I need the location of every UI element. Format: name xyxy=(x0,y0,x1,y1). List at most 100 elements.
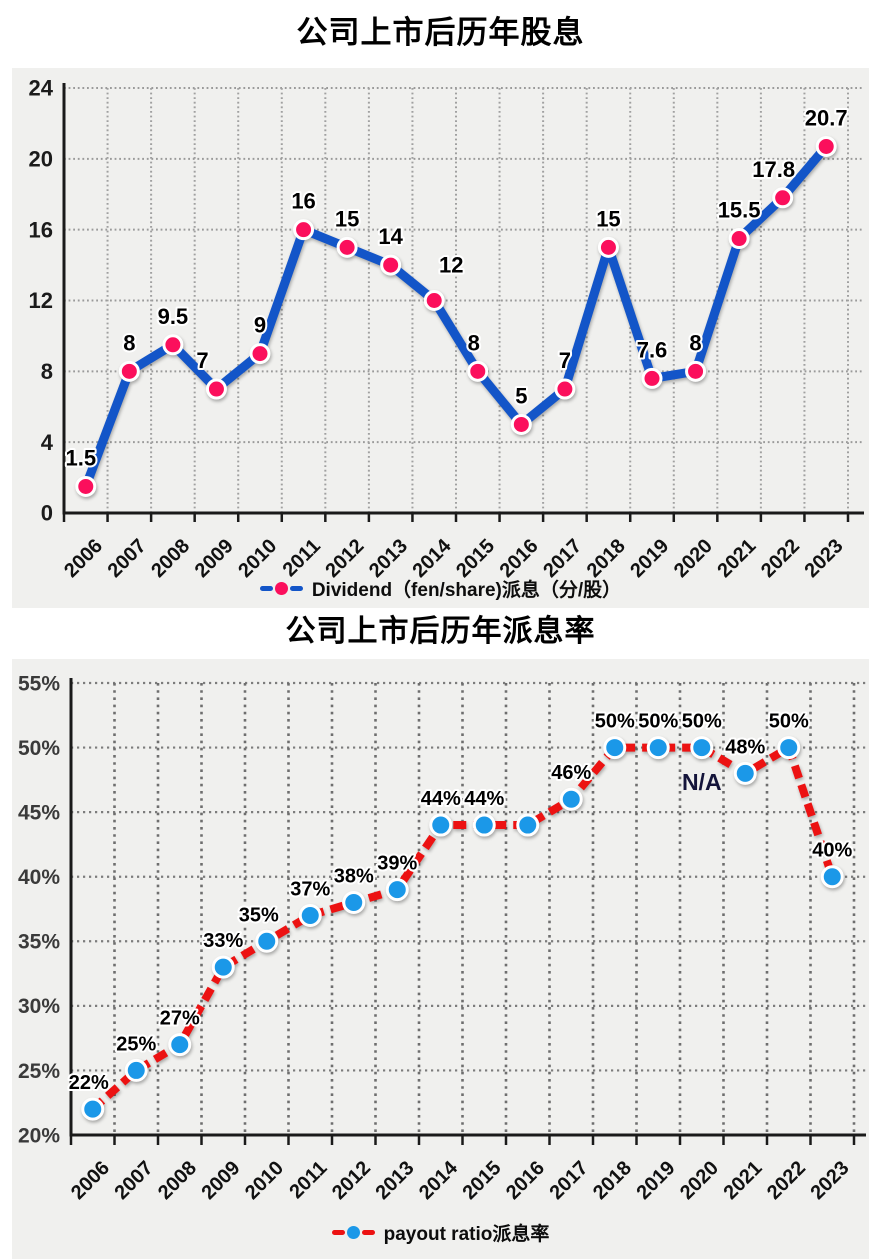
data-point xyxy=(423,290,445,311)
data-point xyxy=(820,865,844,889)
data-point xyxy=(385,878,409,902)
data-point xyxy=(380,254,402,276)
y-tick-label: 12 xyxy=(29,288,53,313)
data-label: 15.5 xyxy=(718,198,761,223)
data-label: 7 xyxy=(196,348,208,373)
data-label: 50% xyxy=(682,711,722,733)
annotation-na: N/A xyxy=(682,769,722,795)
dividend-legend: Dividend（fen/share)派息（分/股） xyxy=(12,575,869,602)
y-tick-label: 35% xyxy=(18,931,60,954)
data-label: 9 xyxy=(254,313,266,338)
x-tick-label: 2022 xyxy=(763,1157,810,1204)
data-label: 50% xyxy=(595,711,635,733)
data-point xyxy=(168,1033,192,1057)
y-tick-label: 55% xyxy=(18,672,60,695)
dividend-line-chart: 0481216202420062007200820092010201120122… xyxy=(29,76,864,582)
payout-legend-label: payout ratio派息率 xyxy=(383,1224,550,1245)
data-point xyxy=(124,1058,148,1082)
data-point xyxy=(516,813,540,837)
y-tick-label: 20% xyxy=(18,1124,60,1147)
data-label: 35% xyxy=(239,904,279,926)
data-point xyxy=(603,736,627,760)
data-point xyxy=(597,236,619,258)
data-label: 50% xyxy=(638,711,678,733)
y-tick-label: 25% xyxy=(18,1060,60,1083)
x-tick-label: 2023 xyxy=(807,1157,854,1204)
data-label: 7 xyxy=(559,348,571,373)
x-tick-label: 2013 xyxy=(372,1157,419,1204)
legend-dash-icon xyxy=(331,1230,345,1235)
y-tick-label: 8 xyxy=(41,359,53,384)
y-tick-label: 16 xyxy=(29,217,53,242)
x-tick-label: 2019 xyxy=(633,1157,680,1204)
x-tick-label: 2012 xyxy=(328,1157,375,1204)
data-point xyxy=(249,343,271,365)
data-label: 46% xyxy=(551,762,591,784)
data-label: 44% xyxy=(421,788,461,810)
x-tick-label: 2018 xyxy=(589,1157,636,1204)
series-line xyxy=(81,141,831,491)
data-point xyxy=(118,360,140,382)
data-label: 38% xyxy=(334,866,374,888)
data-point xyxy=(293,219,315,241)
data-point xyxy=(255,929,279,953)
data-label: 1.5 xyxy=(65,445,96,470)
y-tick-label: 4 xyxy=(41,430,54,455)
data-point xyxy=(728,228,750,250)
y-tick-label: 30% xyxy=(18,995,60,1018)
data-label: 27% xyxy=(160,1008,200,1030)
x-tick-label: 2008 xyxy=(154,1157,201,1204)
x-tick-label: 2009 xyxy=(198,1157,245,1204)
data-label: 20.7 xyxy=(805,105,848,130)
dividend-chart-panel: 0 4 8 12 16 20 24 2006 2007 2008 2009 2010 2011 2012 2… xyxy=(12,68,869,608)
series xyxy=(81,736,844,1121)
x-tick-label: 2020 xyxy=(676,1157,723,1204)
data-label: 17.8 xyxy=(752,157,795,182)
x-tick-label: 2021 xyxy=(720,1157,767,1204)
payout-chart-panel: 20% 25% 30% 35% 40% 45% 50% 55% 2006 2007 2008 2009… xyxy=(12,659,869,1259)
dividend-chart-title: 公司上市后历年股息 xyxy=(296,15,585,50)
data-label: 5 xyxy=(515,383,527,408)
y-tick-label: 0 xyxy=(41,501,53,526)
x-tick-label: 2017 xyxy=(546,1157,593,1204)
data-label: 22% xyxy=(69,1072,109,1094)
data-point xyxy=(342,891,366,915)
dividend-legend-label: Dividend（fen/share)派息（分/股） xyxy=(311,580,622,601)
data-label: 8 xyxy=(123,330,135,355)
data-label: 33% xyxy=(203,930,243,952)
payout-legend-marker-icon xyxy=(331,1226,375,1239)
x-tick-label: 2011 xyxy=(285,1157,331,1203)
x-tick-label: 2016 xyxy=(502,1157,549,1204)
data-point xyxy=(205,378,227,400)
data-label: 40% xyxy=(812,840,852,862)
data-label: 15 xyxy=(596,206,620,231)
data-label: 15 xyxy=(335,206,359,231)
data-label: 7.6 xyxy=(637,337,668,362)
data-label: 48% xyxy=(725,736,765,758)
data-point xyxy=(733,761,757,785)
data-label: 8 xyxy=(689,330,701,355)
data-label: 12 xyxy=(439,253,463,278)
payout-chart-title: 公司上市后历年派息率 xyxy=(285,615,596,648)
legend-dash-icon xyxy=(289,586,303,591)
y-tick-label: 20 xyxy=(29,147,53,172)
data-point xyxy=(554,378,576,400)
data-point xyxy=(336,236,358,258)
data-point xyxy=(777,736,801,760)
data-point xyxy=(467,360,489,382)
data-point xyxy=(75,475,97,497)
data-label: 8 xyxy=(468,330,480,355)
legend-dash-icon xyxy=(259,586,273,591)
data-point xyxy=(298,903,322,927)
y-tick-label: 50% xyxy=(18,737,60,760)
data-label: 39% xyxy=(377,853,417,875)
data-point xyxy=(772,187,794,209)
x-tick-label: 2015 xyxy=(459,1157,506,1204)
y-tick-label: 40% xyxy=(18,866,60,889)
legend-dash-icon xyxy=(361,1230,375,1235)
data-label: 14 xyxy=(378,224,403,249)
data-label: 37% xyxy=(290,878,330,900)
y-tick-label: 45% xyxy=(18,801,60,824)
data-point xyxy=(429,813,453,837)
data-point xyxy=(690,736,714,760)
